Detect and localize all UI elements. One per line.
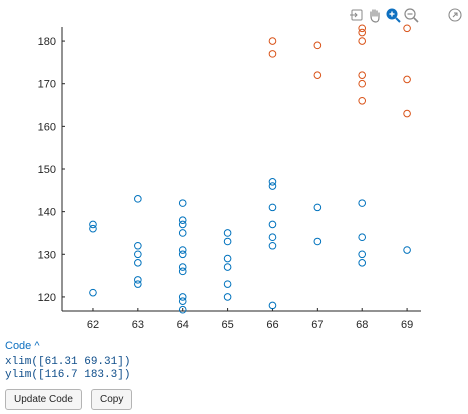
y-tick-label: 150 <box>38 164 56 176</box>
data-point <box>134 250 142 259</box>
data-point <box>178 220 187 229</box>
x-tick-label: 68 <box>356 319 368 331</box>
data-point <box>268 50 277 58</box>
data-point <box>178 216 187 224</box>
data-point <box>178 297 187 305</box>
y-tick-label: 120 <box>38 292 56 304</box>
data-point <box>223 293 232 301</box>
data-point <box>403 246 411 254</box>
y-tick-label: 140 <box>38 207 56 219</box>
data-point <box>178 293 187 301</box>
code-toggle[interactable]: Code ^ <box>5 340 40 352</box>
data-point <box>358 71 367 79</box>
data-point <box>268 203 277 212</box>
x-tick-label: 62 <box>87 319 99 331</box>
data-point <box>178 305 187 314</box>
data-point <box>134 195 142 203</box>
pan-icon[interactable] <box>367 7 383 23</box>
data-point <box>268 182 277 190</box>
data-point <box>313 71 322 79</box>
data-point <box>223 254 232 263</box>
data-point <box>313 41 322 50</box>
data-point <box>134 276 142 284</box>
data-point <box>268 241 277 250</box>
data-point <box>178 263 187 271</box>
y-tick-label: 180 <box>38 36 56 48</box>
data-point <box>134 280 142 288</box>
data-point <box>268 177 277 186</box>
data-point <box>268 301 277 310</box>
y-tick-label: 160 <box>38 121 56 133</box>
data-point <box>89 288 97 297</box>
data-point <box>178 199 187 207</box>
data-point <box>223 237 232 246</box>
x-tick-label: 66 <box>266 319 278 331</box>
data-point <box>358 28 367 37</box>
data-point <box>313 203 322 212</box>
data-point <box>358 24 367 33</box>
code-line: xlim([61.31 69.31]) <box>5 356 131 368</box>
data-point <box>178 267 187 276</box>
x-tick-label: 67 <box>311 319 323 331</box>
data-point <box>178 246 187 254</box>
restore-view-icon[interactable] <box>447 7 463 23</box>
x-tick-label: 69 <box>401 319 413 331</box>
export-icon[interactable] <box>349 7 365 23</box>
code-line: ylim([116.7 183.3]) <box>5 369 131 381</box>
data-point <box>223 229 232 237</box>
data-point <box>89 220 97 229</box>
data-point <box>268 37 277 45</box>
data-point <box>358 79 367 88</box>
data-point <box>134 259 142 267</box>
x-tick-label: 65 <box>221 319 233 331</box>
x-tick-label: 63 <box>132 319 144 331</box>
data-point <box>268 233 277 242</box>
data-point <box>358 259 367 267</box>
update-code-button[interactable]: Update Code <box>5 389 82 410</box>
scatter-plot[interactable]: 62 63 64 65 66 67 68 69 120 130 140 150 160 170 180 <box>0 0 468 335</box>
data-point <box>313 237 322 246</box>
data-point <box>403 109 411 118</box>
data-point <box>89 224 97 233</box>
data-point <box>223 280 232 288</box>
code-block: xlim([61.31 69.31]) ylim([116.7 183.3]) <box>5 356 130 382</box>
y-tick-label: 170 <box>38 79 56 91</box>
data-point <box>268 220 277 229</box>
data-point <box>403 75 411 84</box>
chart-canvas[interactable]: 62 63 64 65 66 67 68 69 120 130 140 150 160 170 180 <box>0 0 468 335</box>
x-tick-label: 64 <box>177 319 189 331</box>
zoom-out-icon[interactable] <box>403 7 419 23</box>
copy-button[interactable]: Copy <box>91 389 133 410</box>
data-point <box>358 37 367 45</box>
data-point <box>358 199 367 207</box>
axes-toolbar <box>349 7 464 25</box>
data-point <box>178 229 187 237</box>
data-point <box>178 250 187 259</box>
data-point <box>358 250 367 259</box>
data-point <box>403 24 411 33</box>
data-point <box>358 233 367 242</box>
zoom-in-icon[interactable] <box>385 7 401 23</box>
y-tick-label: 130 <box>38 249 56 261</box>
data-point <box>223 263 232 271</box>
data-point <box>134 241 142 250</box>
data-point <box>358 96 367 105</box>
